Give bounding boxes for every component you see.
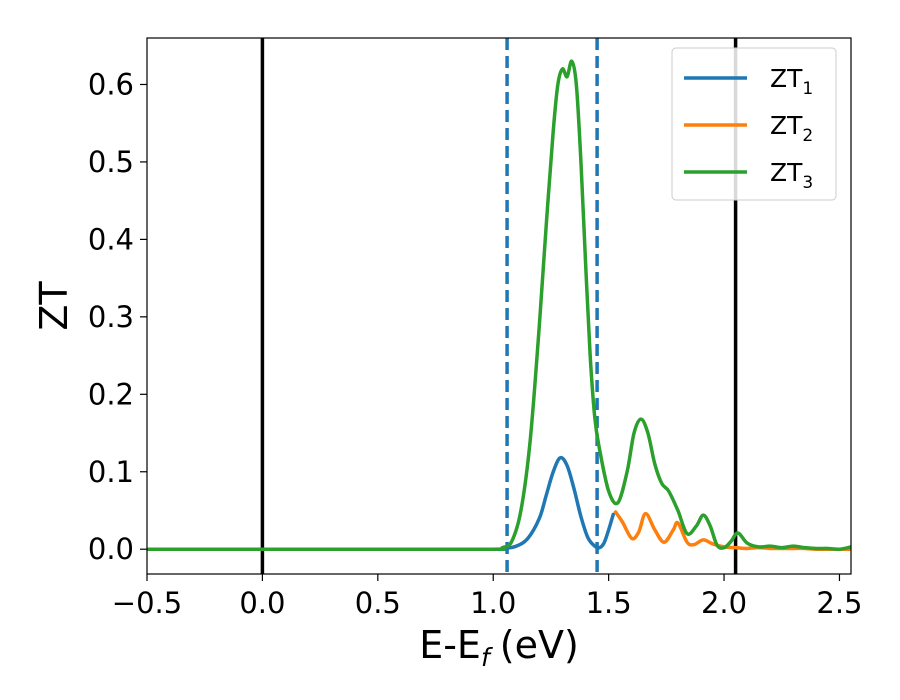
x-tick-label: 0.0 [239,586,285,620]
legend-box [671,47,837,201]
y-tick-label: 0.2 [88,377,134,411]
y-tick-label: 0.1 [88,455,134,489]
x-tick-label: 1.0 [470,586,516,620]
y-tick-label: 0.4 [88,222,134,256]
x-tick-label: 1.5 [586,586,632,620]
x-tick-label: 2.0 [701,586,747,620]
legend-label-zt2: ZT2 [770,111,813,146]
x-axis-ticks: −0.5 0.0 0.5 1.0 1.5 2.0 2.5 [112,574,863,620]
x-axis-label-unit: (eV) [500,623,579,667]
x-axis-label: E-Ef (eV) [419,623,579,672]
legend-label-zt1: ZT1 [770,64,813,99]
y-tick-label: 0.6 [88,67,134,101]
series-lines [147,59,851,552]
x-tick-label: 2.5 [816,586,862,620]
legend: ZT1 ZT2 ZT3 [671,47,837,201]
y-axis-label: ZT [32,281,76,331]
legend-item-zt1: ZT1 [684,64,813,99]
legend-items: ZT1 ZT2 ZT3 [684,64,813,193]
plot-frame [146,37,852,575]
y-tick-label: 0.3 [88,300,134,334]
series-line-zt3 [147,59,851,552]
x-axis-label-subscript: f [481,643,493,672]
y-tick-label: 0.0 [88,532,134,566]
x-tick-label: −0.5 [112,586,182,620]
series-line-zt1 [147,455,616,552]
vertical-reference-lines [260,38,738,574]
y-axis-ticks: 0.0 0.1 0.2 0.3 0.4 0.5 0.6 [88,67,147,566]
y-tick-label: 0.5 [88,145,134,179]
legend-item-zt2: ZT2 [684,111,813,146]
legend-label-zt3: ZT3 [770,158,813,193]
x-tick-label: 0.5 [355,586,401,620]
series-line-zt2 [613,510,851,552]
legend-item-zt3: ZT3 [684,158,813,193]
